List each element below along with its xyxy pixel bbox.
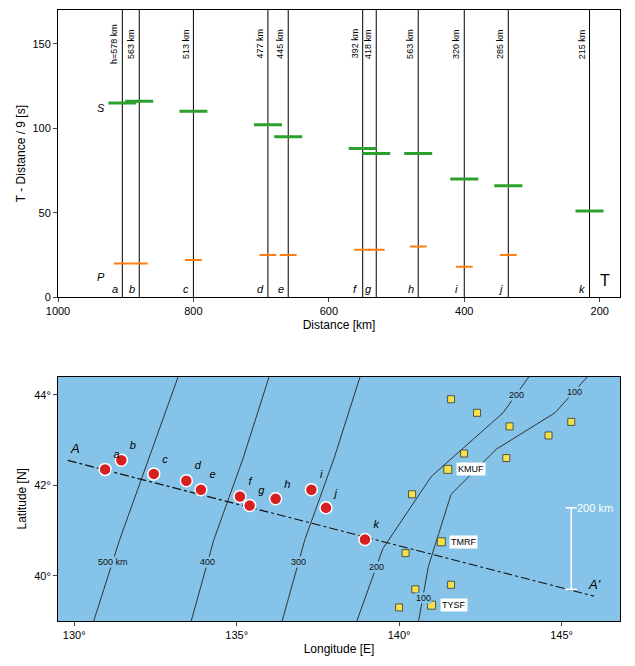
svg-text:h=578 km: h=578 km — [109, 24, 119, 64]
svg-text:k: k — [373, 518, 379, 530]
svg-text:A': A' — [588, 577, 601, 592]
svg-text:i: i — [320, 469, 323, 481]
svg-text:600: 600 — [320, 305, 338, 317]
svg-text:320 km: 320 km — [451, 29, 461, 59]
svg-text:400: 400 — [200, 557, 215, 567]
svg-text:T - Distance / 9 [s]: T - Distance / 9 [s] — [14, 105, 28, 202]
svg-text:d: d — [195, 459, 202, 471]
svg-text:a: a — [112, 283, 118, 295]
svg-text:100: 100 — [416, 593, 431, 603]
svg-text:392 km: 392 km — [350, 29, 360, 59]
svg-text:135°: 135° — [225, 629, 248, 641]
svg-text:TYSF: TYSF — [442, 600, 466, 610]
svg-text:b: b — [129, 283, 135, 295]
svg-text:h: h — [408, 283, 414, 295]
svg-text:100: 100 — [567, 387, 582, 397]
svg-text:44°: 44° — [34, 389, 51, 401]
svg-text:200: 200 — [591, 305, 609, 317]
svg-text:300: 300 — [291, 557, 306, 567]
svg-text:42°: 42° — [34, 479, 51, 491]
svg-text:d: d — [257, 283, 264, 295]
svg-text:j: j — [498, 283, 503, 295]
svg-text:215 km: 215 km — [577, 30, 587, 60]
svg-text:150: 150 — [32, 38, 50, 50]
svg-text:445 km: 445 km — [275, 29, 285, 59]
svg-text:513 km: 513 km — [181, 30, 191, 60]
svg-text:285 km: 285 km — [495, 29, 505, 59]
svg-text:563 km: 563 km — [126, 29, 136, 59]
svg-text:i: i — [455, 283, 458, 295]
svg-text:800: 800 — [184, 305, 202, 317]
svg-text:e: e — [278, 283, 284, 295]
svg-text:c: c — [183, 283, 189, 295]
svg-text:477 km: 477 km — [255, 29, 265, 59]
svg-text:P: P — [97, 271, 105, 283]
svg-text:Longitude [E]: Longitude [E] — [304, 642, 375, 656]
svg-text:Distance [km]: Distance [km] — [303, 318, 376, 332]
svg-text:100: 100 — [32, 122, 50, 134]
svg-text:e: e — [209, 469, 215, 481]
svg-text:c: c — [162, 453, 168, 465]
svg-text:A: A — [70, 441, 80, 456]
svg-text:a: a — [114, 448, 120, 460]
svg-text:145°: 145° — [550, 629, 573, 641]
svg-text:TMRF: TMRF — [451, 537, 476, 547]
svg-text:200: 200 — [509, 390, 524, 400]
svg-text:200: 200 — [369, 562, 384, 572]
svg-text:40°: 40° — [34, 570, 51, 582]
svg-text:g: g — [365, 283, 372, 295]
svg-text:Latitude [N]: Latitude [N] — [15, 468, 29, 529]
svg-text:400: 400 — [455, 305, 473, 317]
svg-text:KMUF: KMUF — [458, 464, 484, 474]
svg-text:S: S — [97, 102, 105, 114]
svg-text:563 km: 563 km — [405, 29, 415, 59]
svg-text:140°: 140° — [388, 629, 411, 641]
svg-text:418 km: 418 km — [363, 29, 373, 59]
svg-text:f: f — [248, 475, 252, 487]
svg-text:500 km: 500 km — [98, 557, 128, 567]
svg-text:200 km: 200 km — [577, 502, 613, 514]
svg-text:0: 0 — [45, 291, 51, 303]
svg-text:j: j — [333, 487, 338, 499]
svg-text:T: T — [600, 272, 610, 289]
svg-text:1000: 1000 — [46, 305, 70, 317]
svg-text:h: h — [284, 478, 290, 490]
svg-text:50: 50 — [39, 207, 51, 219]
svg-text:b: b — [130, 439, 136, 451]
svg-text:130°: 130° — [63, 629, 86, 641]
svg-text:k: k — [579, 283, 585, 295]
svg-text:f: f — [353, 283, 357, 295]
svg-text:g: g — [258, 484, 265, 496]
